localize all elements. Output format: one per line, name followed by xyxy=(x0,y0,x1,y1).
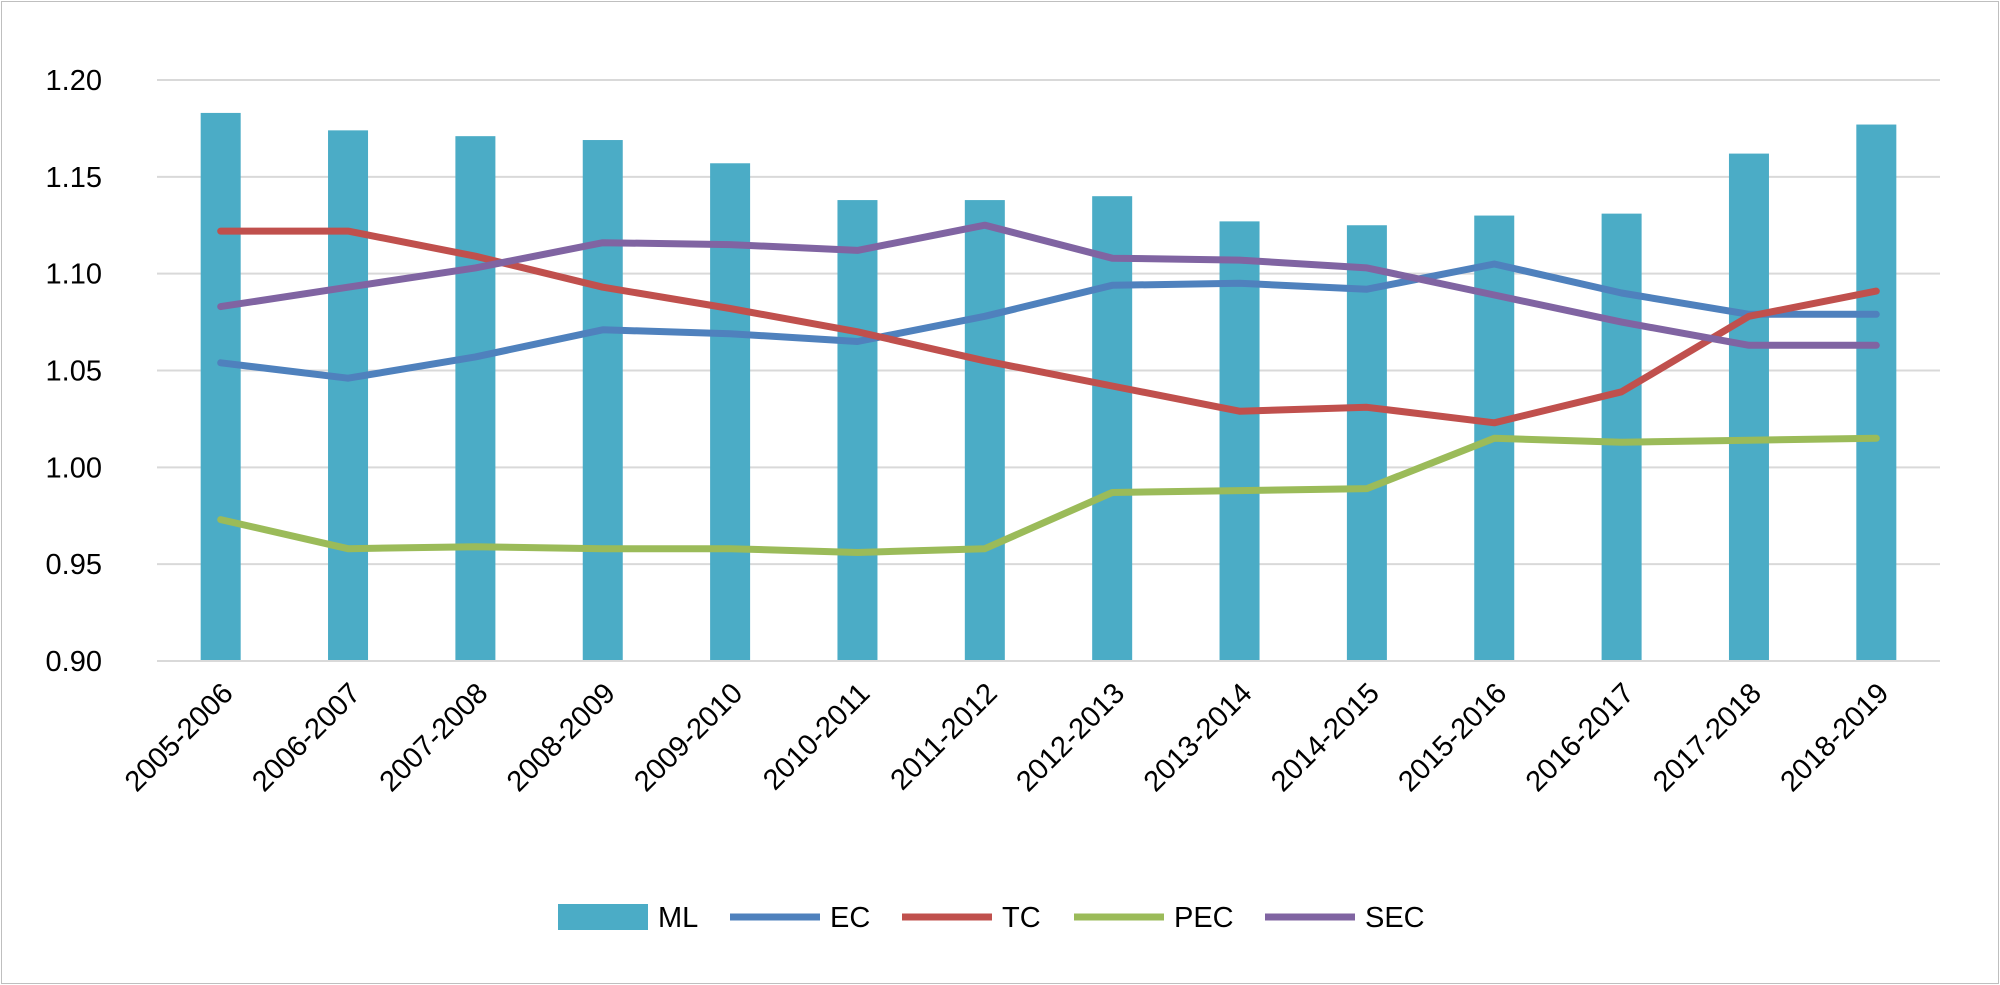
legend-item-sec: SEC xyxy=(1265,902,1425,934)
x-tick-label: 2017-2018 xyxy=(1647,677,1768,798)
bar-ml-2006-2007 xyxy=(328,130,369,661)
bar-ml-2016-2017 xyxy=(1601,213,1642,661)
bar-ml-2013-2014 xyxy=(1219,221,1260,662)
legend-item-tc: TC xyxy=(902,902,1041,934)
bar-ml-2017-2018 xyxy=(1728,153,1769,662)
x-tick-label: 2005-2006 xyxy=(119,677,240,798)
x-tick-label: 2016-2017 xyxy=(1520,677,1641,798)
bar-series-ml xyxy=(200,112,1897,662)
y-axis-tick-labels: 0.90 0.95 1.00 1.05 1.10 1.15 1.20 xyxy=(46,65,102,678)
y-tick-label: 1.20 xyxy=(46,65,102,97)
legend-label: ML xyxy=(658,902,698,934)
x-tick-label: 2011-2012 xyxy=(885,677,1004,796)
bar-ml-2012-2013 xyxy=(1092,196,1133,661)
x-tick-label: 2007-2008 xyxy=(374,677,495,798)
line-series-group xyxy=(217,221,1880,556)
x-tick-label: 2013-2014 xyxy=(1138,677,1259,798)
x-tick-label: 2018-2019 xyxy=(1775,677,1896,798)
line-series-ec xyxy=(217,260,1880,382)
x-tick-label: 2010-2011 xyxy=(757,677,876,796)
bar-ml-2009-2010 xyxy=(710,163,751,661)
bar-ml-2008-2009 xyxy=(582,140,623,661)
legend: ML EC TC PEC SEC xyxy=(558,902,1425,934)
bar-ml-2018-2019 xyxy=(1856,124,1897,661)
legend-label: TC xyxy=(1002,902,1041,934)
legend-swatch-bar xyxy=(558,904,648,930)
y-tick-label: 1.05 xyxy=(46,356,102,388)
line-series-sec xyxy=(217,221,1880,349)
x-tick-label: 2006-2007 xyxy=(246,677,367,798)
legend-item-ml: ML xyxy=(558,902,698,934)
y-tick-label: 0.90 xyxy=(46,646,102,678)
x-tick-label: 2008-2009 xyxy=(501,677,622,798)
y-tick-label: 1.15 xyxy=(46,162,102,194)
legend-label: PEC xyxy=(1174,902,1234,934)
bar-ml-2007-2008 xyxy=(455,136,496,661)
legend-item-ec: EC xyxy=(730,902,870,934)
x-tick-label: 2012-2013 xyxy=(1010,677,1131,798)
bar-ml-2010-2011 xyxy=(837,200,878,661)
x-tick-label: 2015-2016 xyxy=(1393,677,1514,798)
bar-ml-2014-2015 xyxy=(1346,225,1387,661)
line-series-pec xyxy=(217,434,1880,556)
x-tick-label: 2014-2015 xyxy=(1265,677,1386,798)
legend-item-pec: PEC xyxy=(1074,902,1234,934)
legend-label: SEC xyxy=(1365,902,1425,934)
x-axis-tick-labels: 2005-2006 2006-2007 2007-2008 2008-2009 2009… xyxy=(119,677,1895,798)
legend-label: EC xyxy=(830,902,870,934)
x-tick-label: 2009-2010 xyxy=(628,677,749,798)
y-tick-label: 0.95 xyxy=(46,549,102,581)
bar-ml-2005-2006 xyxy=(200,112,241,661)
bar-ml-2011-2012 xyxy=(964,200,1005,661)
y-tick-label: 1.00 xyxy=(46,452,102,484)
gridlines xyxy=(157,79,1940,566)
y-tick-label: 1.10 xyxy=(46,259,102,291)
